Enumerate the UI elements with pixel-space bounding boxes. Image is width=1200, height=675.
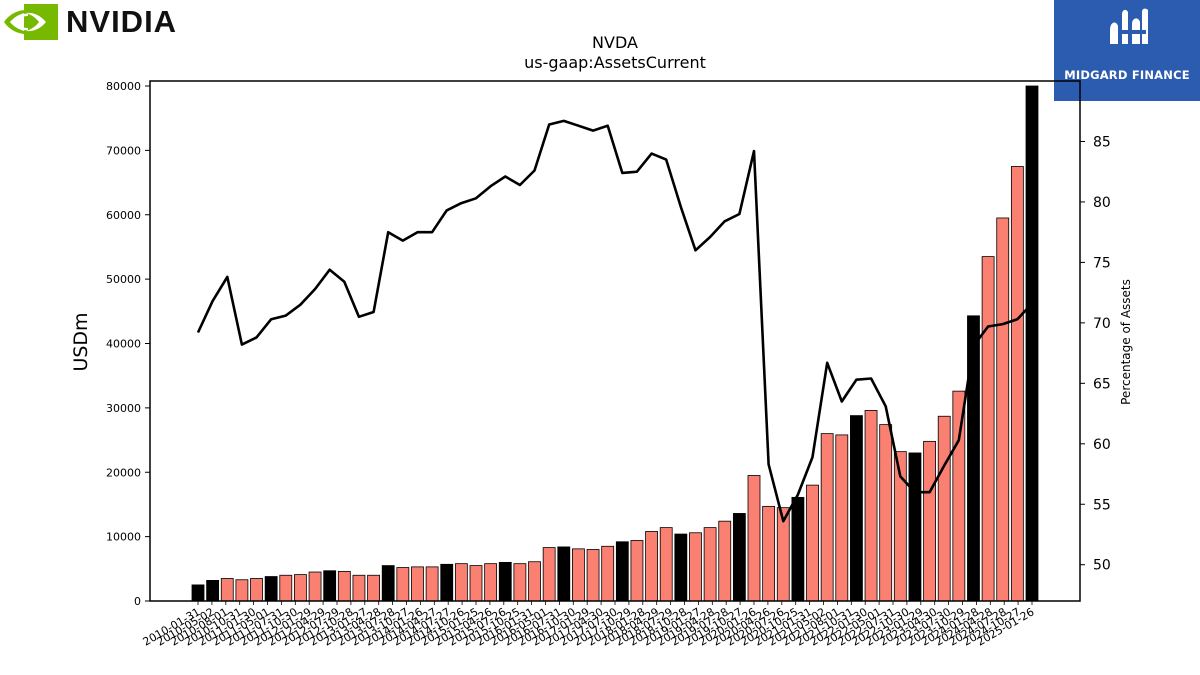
y-right-tick-label: 75 xyxy=(1093,255,1111,271)
y-right-tick-label: 80 xyxy=(1093,195,1111,211)
bar-quarterly xyxy=(630,540,644,602)
y-left-tick-label: 50000 xyxy=(106,273,141,286)
bar-quarterly xyxy=(308,571,322,602)
y-left-tick-label: 30000 xyxy=(106,402,141,415)
nvidia-wordmark: NVIDIA xyxy=(66,4,178,39)
plot-frame xyxy=(149,80,1081,602)
bar-quarterly xyxy=(294,574,307,602)
bar-quarterly xyxy=(454,563,468,602)
pct-assets-line xyxy=(196,119,1033,523)
y-left-tick-label: 20000 xyxy=(106,466,141,479)
bar-quarterly xyxy=(469,565,483,602)
bar-quarterly xyxy=(279,574,293,602)
bar-quarterly xyxy=(981,256,995,602)
y-axis-left: 0 10000 20000 30000 40000 50000 60000 70000 8000… xyxy=(106,80,150,608)
x-axis: 2010-01-312010-05-022010-08-012010-10-31… xyxy=(141,601,1037,649)
bar-quarterly xyxy=(806,484,819,602)
bar-quarterly xyxy=(425,566,439,602)
bar-quarterly xyxy=(396,567,410,602)
bar-quarterly xyxy=(542,547,556,602)
y-axis-right-label: Percentage of Assets xyxy=(1119,279,1133,405)
bar-quarterly xyxy=(352,574,366,602)
bar-quarterly xyxy=(703,527,717,602)
y-left-tick-label: 40000 xyxy=(106,338,141,351)
bar-quarterly xyxy=(864,410,878,602)
bar-annual xyxy=(498,561,512,602)
y-right-tick-label: 65 xyxy=(1093,376,1111,392)
chart-subtitle: us-gaap:AssetsCurrent xyxy=(524,53,706,72)
bar-annual xyxy=(381,565,395,602)
bar-quarterly xyxy=(820,433,834,602)
y-left-tick-label: 60000 xyxy=(106,209,141,222)
bar-quarterly xyxy=(689,532,702,602)
bar-quarterly xyxy=(513,563,527,602)
chart-title: NVDA xyxy=(592,33,638,52)
midgard-finance-wordmark: MIDGARD FINANCE xyxy=(1064,68,1190,82)
midgard-monogram-icon xyxy=(1110,8,1148,45)
y-right-tick-label: 50 xyxy=(1093,558,1111,574)
y-left-tick-label: 70000 xyxy=(106,144,141,157)
bar-quarterly xyxy=(1010,166,1024,602)
y-right-tick-label: 70 xyxy=(1093,316,1111,332)
bar-quarterly xyxy=(645,531,658,602)
bar-annual xyxy=(732,513,746,602)
bar-quarterly xyxy=(747,475,761,602)
bar-annual xyxy=(191,584,205,602)
bar-quarterly xyxy=(337,570,351,602)
bar-quarterly xyxy=(762,505,776,602)
bar-annual xyxy=(440,563,454,602)
y-right-tick-label: 55 xyxy=(1093,497,1111,513)
midgard-finance-logo: MIDGARD FINANCE xyxy=(1054,0,1200,101)
y-axis-right: 50 55 60 65 70 75 80 85 xyxy=(1080,134,1111,574)
bar-annual xyxy=(850,415,863,602)
bar-quarterly xyxy=(923,440,936,602)
bar-quarterly xyxy=(572,548,585,602)
nvidia-logo: NVIDIA xyxy=(4,3,177,41)
bar-quarterly xyxy=(586,549,600,602)
bar-quarterly xyxy=(952,390,966,602)
bar-quarterly xyxy=(220,578,234,602)
bar-quarterly xyxy=(937,415,951,602)
y-right-tick-label: 85 xyxy=(1093,134,1111,150)
bar-quarterly xyxy=(411,566,424,602)
nvidia-eye-icon xyxy=(4,4,58,40)
bar-quarterly xyxy=(879,424,893,602)
bar-quarterly xyxy=(996,217,1010,602)
bar-annual xyxy=(323,570,337,602)
bar-annual xyxy=(557,546,571,602)
bar-annual xyxy=(791,496,805,602)
bar-quarterly xyxy=(250,578,263,602)
y-left-tick-label: 10000 xyxy=(106,531,141,544)
bar-quarterly xyxy=(659,527,673,602)
y-axis-left-label: USDm xyxy=(70,312,92,371)
bar-quarterly xyxy=(718,520,732,602)
bar-quarterly xyxy=(484,563,498,602)
y-left-tick-label: 0 xyxy=(134,595,141,608)
bar-annual xyxy=(908,452,922,602)
bar-annual xyxy=(1025,85,1039,602)
bar-annual xyxy=(264,576,278,602)
y-right-tick-label: 60 xyxy=(1093,437,1111,453)
bar-annual xyxy=(674,533,688,602)
bar-quarterly xyxy=(601,545,615,602)
line-series xyxy=(196,119,1033,523)
bar-quarterly xyxy=(835,434,849,602)
bar-quarterly xyxy=(528,561,541,602)
bar-annual xyxy=(967,315,980,602)
bar-annual xyxy=(615,541,629,602)
bar-quarterly xyxy=(235,579,249,602)
bar-series xyxy=(191,85,1039,602)
y-left-tick-label: 80000 xyxy=(106,80,141,93)
bar-quarterly xyxy=(367,574,380,602)
bar-annual xyxy=(206,580,220,602)
